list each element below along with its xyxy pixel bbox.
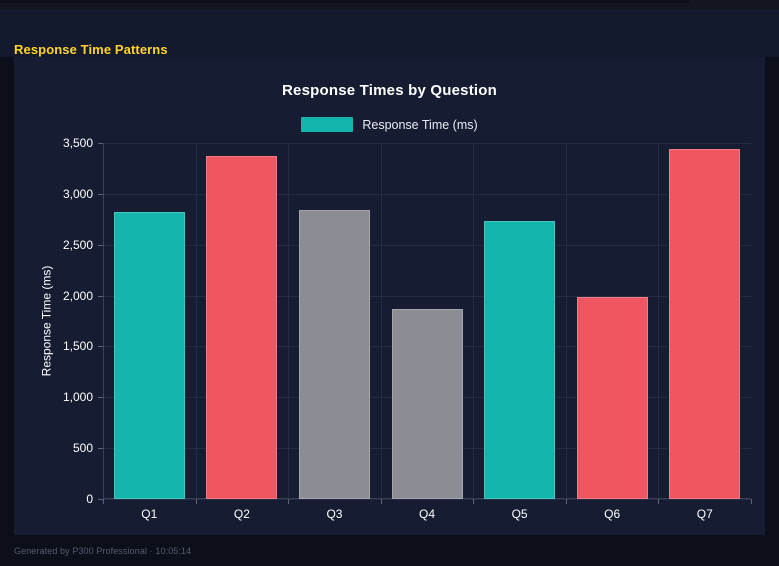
bar-q6[interactable] — [576, 297, 648, 499]
bar-q2[interactable] — [206, 156, 278, 499]
y-axis-line — [103, 143, 104, 500]
window-top-accent — [0, 0, 690, 3]
y-axis-tick-mark — [98, 244, 103, 246]
bar-cell — [381, 143, 474, 499]
x-axis-tick-label-q5: Q5 — [511, 507, 528, 521]
footer-text: Generated by P300 Professional · 10:05:1… — [14, 546, 192, 556]
x-axis-tick-label-q3: Q3 — [326, 507, 343, 521]
bar-q5[interactable] — [484, 221, 556, 499]
bar-cell — [288, 143, 381, 499]
bar-cell — [566, 143, 659, 499]
gridline — [103, 193, 751, 195]
bar-cell — [658, 143, 751, 499]
y-axis-tick-label: 0 — [86, 492, 93, 506]
legend-swatch-response-time[interactable] — [301, 117, 354, 132]
y-axis-tick-mark — [98, 295, 103, 297]
x-axis-tick-mark — [751, 499, 752, 504]
x-axis-tick-label-q7: Q7 — [696, 507, 713, 521]
y-axis-tick-label: 3,500 — [62, 136, 93, 150]
chart-panel: Response Times by Question Response Time… — [14, 57, 765, 535]
x-axis-tick-mark — [658, 499, 660, 504]
y-axis-tick-label: 3,000 — [62, 186, 93, 201]
gridline — [103, 295, 751, 297]
x-axis-tick-label-q2: Q2 — [233, 507, 250, 521]
x-axis-tick-label-q6: Q6 — [604, 507, 621, 521]
legend-label-response-time[interactable]: Response Time (ms) — [362, 117, 478, 132]
bar-q3[interactable] — [298, 210, 370, 499]
vertical-gridline — [565, 143, 567, 499]
x-axis-tick-mark — [565, 499, 567, 504]
bar-q1[interactable] — [113, 212, 185, 499]
vertical-gridline — [658, 143, 660, 499]
bar-cell — [473, 143, 566, 499]
y-axis-tick-label: 2,000 — [62, 288, 93, 303]
y-axis-tick-label: 500 — [72, 441, 93, 456]
x-axis-tick-mark — [288, 499, 290, 504]
y-axis-tick-mark — [98, 448, 103, 450]
bar-cell — [196, 143, 289, 499]
chart-legend: Response Time (ms) — [14, 117, 765, 132]
plot-area: 0 500 1,000 1,500 2,000 2,500 3,000 3,500 — [63, 136, 751, 506]
vertical-gridline — [288, 143, 290, 499]
x-axis-tick-mark — [195, 499, 197, 504]
x-axis-tick-mark — [473, 499, 475, 504]
x-axis-tick-label-q1: Q1 — [141, 507, 158, 521]
y-axis-tick-mark — [98, 499, 103, 500]
y-axis-title: Response Time (ms) — [36, 143, 56, 499]
y-axis-tick-mark — [98, 143, 103, 144]
bar-cell — [103, 143, 196, 499]
bar-series — [103, 143, 751, 499]
y-axis-tick-mark — [98, 397, 103, 399]
x-axis-tick-label-q4: Q4 — [419, 507, 436, 521]
page-title: Response Time Patterns — [14, 42, 168, 57]
gridline — [103, 143, 751, 144]
x-axis-labels: Q1 Q2 Q3 Q4 Q5 Q6 Q7 — [103, 507, 751, 521]
gridline — [103, 499, 751, 500]
page-header: Response Time Patterns — [0, 9, 779, 57]
vertical-gridline — [195, 143, 197, 499]
bar-q4[interactable] — [391, 308, 463, 499]
y-axis-title-text: Response Time (ms) — [39, 265, 54, 377]
gridline — [103, 244, 751, 246]
chart-title: Response Times by Question — [282, 82, 497, 99]
x-axis-tick-mark — [103, 499, 104, 504]
vertical-gridline — [473, 143, 475, 499]
y-axis-tick-label: 1,500 — [62, 339, 93, 354]
window-top-strip — [0, 0, 779, 9]
vertical-gridline — [380, 143, 382, 499]
y-axis-tick-mark — [98, 193, 103, 195]
x-axis-tick-mark — [380, 499, 382, 504]
y-axis-tick-label: 2,500 — [62, 237, 93, 252]
y-axis-tick-mark — [98, 346, 103, 348]
bar-q7[interactable] — [669, 149, 741, 499]
y-axis-tick-label: 1,000 — [62, 390, 93, 405]
